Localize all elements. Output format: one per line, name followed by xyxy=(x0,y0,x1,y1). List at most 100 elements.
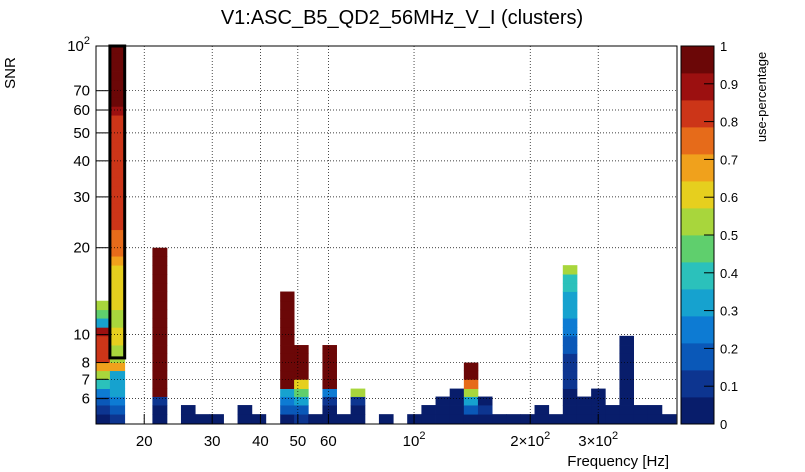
heatmap-cell xyxy=(322,388,337,397)
heatmap-cell xyxy=(463,379,479,389)
colorbar-segment xyxy=(681,397,714,425)
colorbar-segment xyxy=(681,181,714,209)
heatmap-cell xyxy=(294,353,309,363)
heatmap-cell xyxy=(109,247,126,257)
heatmap-cell xyxy=(152,327,168,337)
heatmap-cell xyxy=(619,388,634,397)
colorbar-label: use-percentage xyxy=(754,52,769,142)
colorbar-segment xyxy=(681,316,714,344)
heatmap-cell xyxy=(562,335,578,346)
heatmap-cell xyxy=(109,229,126,240)
heatmap-cell xyxy=(350,388,366,397)
colorbar-tick-label: 0.6 xyxy=(720,190,738,205)
heatmap-cell xyxy=(619,405,634,415)
heatmap-cell xyxy=(619,370,634,380)
color-scale: 0 0.1 0.2 0.3 0.4 0.5 0.6 0.7 0.8 0.9 1 xyxy=(680,39,738,432)
heatmap-cell xyxy=(294,345,309,354)
heatmap-cell xyxy=(109,405,126,415)
heatmap-cell xyxy=(562,370,578,380)
heatmap-cell xyxy=(280,370,295,380)
heatmap-cell xyxy=(152,405,168,415)
heatmap-cell xyxy=(322,370,337,380)
heatmap-cell xyxy=(619,345,634,354)
x-axis-label: Frequency [Hz] xyxy=(567,453,669,470)
heatmap-cell xyxy=(280,318,295,328)
heatmap-cell xyxy=(562,309,578,319)
heatmap-cell xyxy=(152,370,168,380)
heatmap-cell xyxy=(591,396,606,406)
heatmap-cell xyxy=(562,414,578,425)
heatmap-cell xyxy=(109,379,126,389)
x-tick-label: 40 xyxy=(252,433,269,450)
y-tick-label: 50 xyxy=(73,125,90,142)
heatmap-cell xyxy=(152,362,168,372)
heatmap-cell xyxy=(562,405,578,415)
heatmap-cell xyxy=(152,379,168,389)
heatmap-cell xyxy=(548,414,564,425)
heatmap-cell xyxy=(280,379,295,389)
heatmap-cell xyxy=(322,396,337,406)
heatmap-cell xyxy=(152,414,168,425)
heatmap-cell xyxy=(195,414,210,425)
heatmap-cell xyxy=(280,327,295,337)
heatmap-cell xyxy=(520,414,535,425)
heatmap-cell xyxy=(96,300,111,311)
heatmap-cell xyxy=(280,414,295,425)
heatmap-cell xyxy=(109,46,126,54)
y-tick-label: 102 xyxy=(67,35,90,55)
y-tick-label: 6 xyxy=(82,391,90,408)
colorbar-tick-label: 0.8 xyxy=(720,115,738,130)
heatmap-cell xyxy=(109,388,126,397)
heatmap-cell xyxy=(534,414,550,425)
heatmap-cell xyxy=(322,414,337,425)
heatmap-cell xyxy=(109,132,126,143)
x-axis: 20 30 40 50 60 102 2×102 3×102 xyxy=(136,414,618,450)
heatmap-cell xyxy=(109,370,126,380)
heatmap-cell xyxy=(96,396,111,406)
heatmap-cell xyxy=(576,414,592,425)
heatmap-cell xyxy=(109,362,126,372)
heatmap-cell xyxy=(96,362,111,372)
heatmap-cell xyxy=(209,414,224,425)
heatmap-cell xyxy=(477,405,493,415)
heatmap-cell xyxy=(562,282,578,292)
colorbar-tick-label: 0.1 xyxy=(720,379,738,394)
heatmap-cell xyxy=(280,309,295,319)
heatmap-cell xyxy=(591,388,606,397)
heatmap-cell xyxy=(280,388,295,397)
heatmap-cell xyxy=(294,379,309,389)
heatmap-cell xyxy=(294,405,309,415)
colorbar-segment xyxy=(681,46,714,74)
heatmap-cell xyxy=(109,97,126,107)
highlight-box xyxy=(108,44,127,360)
heatmap-cell xyxy=(492,414,507,425)
heatmap-cell xyxy=(152,318,168,328)
heatmap-cell xyxy=(605,414,620,425)
heatmap-cell xyxy=(109,335,126,346)
heatmap-cell xyxy=(96,414,111,425)
heatmap-cell xyxy=(562,388,578,397)
heatmap-cell xyxy=(576,405,592,415)
heatmap-cell xyxy=(152,353,168,363)
colorbar-tick-label: 0.3 xyxy=(720,304,738,319)
colorbar-segment xyxy=(681,289,714,317)
heatmap-cell xyxy=(109,194,126,204)
heatmap-cell xyxy=(619,396,634,406)
heatmap-cell xyxy=(322,379,337,389)
heatmap-cell xyxy=(463,396,479,406)
y-axis-label: SNR xyxy=(2,57,19,89)
heatmap-cell xyxy=(96,405,111,415)
heatmap-cell xyxy=(109,212,126,222)
heatmap-cell xyxy=(180,405,196,415)
heatmap-cell xyxy=(294,388,309,397)
heatmap-cell xyxy=(96,309,111,319)
colorbar-segment xyxy=(681,127,714,155)
x-tick-label: 20 xyxy=(136,433,153,450)
heatmap-cell xyxy=(435,405,451,415)
colorbar-tick-label: 1 xyxy=(720,39,727,54)
heatmap-cell xyxy=(576,396,592,406)
heatmap-cell xyxy=(449,396,465,406)
heatmap-cell xyxy=(109,123,126,134)
colorbar-segment xyxy=(681,100,714,128)
heatmap-cell xyxy=(506,414,521,425)
